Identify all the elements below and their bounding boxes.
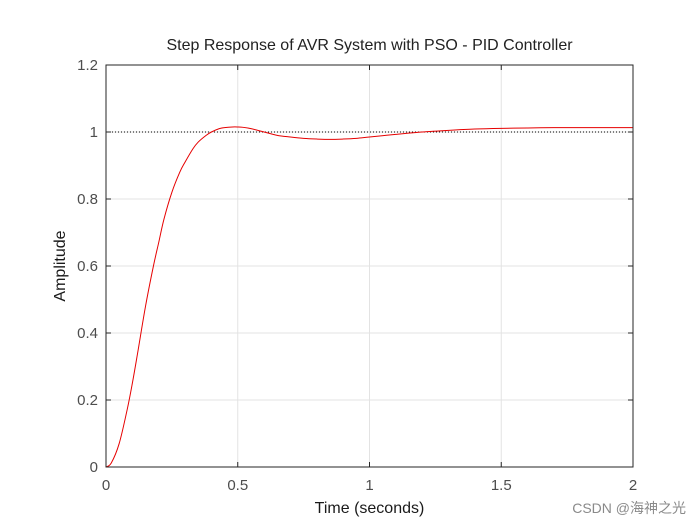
x-tick-label: 2 — [629, 477, 637, 494]
y-tick-label: 0 — [90, 459, 98, 476]
tick-marks — [105, 64, 634, 468]
x-axis-label: Time (seconds) — [315, 500, 425, 517]
series-group — [105, 126, 633, 468]
x-tick-label: 0 — [102, 477, 110, 494]
y-tick-label: 0.8 — [77, 191, 98, 208]
x-tick-label: 1.5 — [491, 477, 512, 494]
y-tick-label: 1 — [90, 124, 98, 141]
y-tick-label: 0.6 — [77, 258, 98, 275]
y-tick-label: 0.2 — [77, 392, 98, 409]
chart-title: Step Response of AVR System with PSO - P… — [166, 37, 573, 54]
y-tick-labels: 0 0.2 0.4 0.6 0.8 1 1.2 — [77, 57, 98, 476]
series-line-step-response — [105, 126, 633, 468]
y-axis-label: Amplitude — [52, 230, 69, 301]
x-tick-label: 0.5 — [227, 477, 248, 494]
x-tick-labels: 0 0.5 1 1.5 2 — [102, 477, 637, 494]
x-tick-label: 1 — [365, 477, 373, 494]
y-tick-label: 1.2 — [77, 57, 98, 74]
watermark: CSDN @海神之光 — [572, 500, 686, 516]
y-tick-label: 0.4 — [77, 325, 98, 342]
